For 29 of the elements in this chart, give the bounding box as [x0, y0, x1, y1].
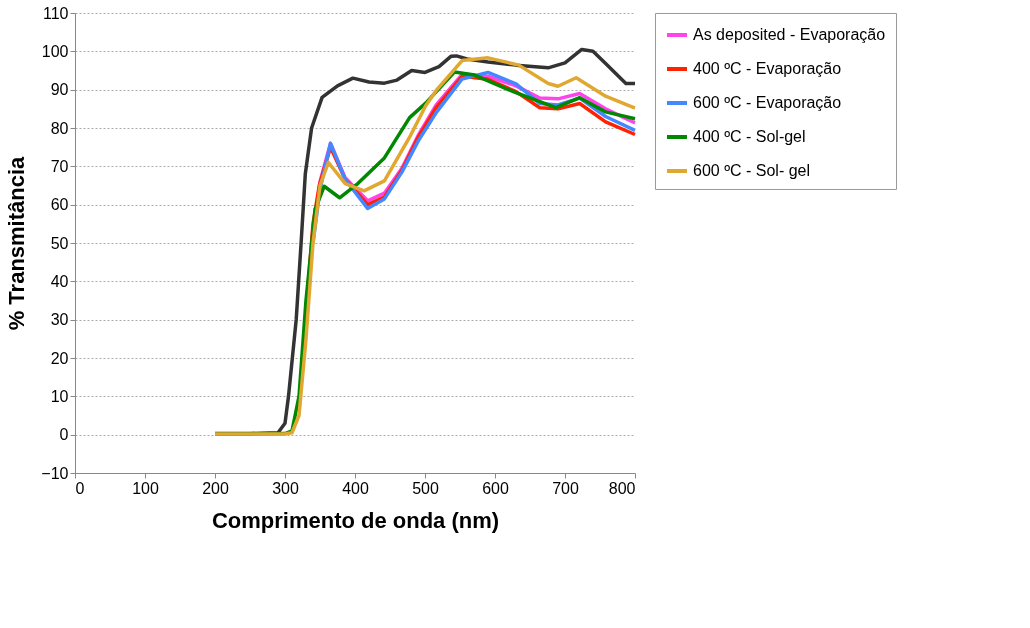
x-tick-label: 0	[75, 479, 85, 497]
y-tick-label: 60	[50, 196, 69, 214]
x-tick-label: 400	[342, 479, 369, 497]
legend-label: As deposited - Evaporação	[693, 26, 886, 43]
legend-label: 400 ºC - Sol-gel	[693, 128, 806, 145]
y-tick-label: 70	[50, 157, 69, 175]
y-tick-label: −10	[41, 464, 69, 482]
y-tick-label: 80	[50, 119, 69, 137]
y-tick-label: 30	[50, 311, 69, 329]
y-tick-label: 0	[59, 426, 69, 444]
y-tick-label: 50	[50, 234, 69, 252]
y-tick-label: 90	[50, 81, 69, 99]
y-tick-label: 40	[50, 272, 69, 290]
legend-label: 600 ºC - Sol- gel	[693, 162, 811, 179]
y-tick-label: 100	[41, 42, 69, 60]
x-tick-label: 100	[132, 479, 159, 497]
legend-label: 400 ºC - Evaporação	[693, 60, 842, 77]
x-tick-label: 300	[272, 479, 299, 497]
y-tick-label: 110	[42, 4, 69, 22]
x-tick-label: 500	[412, 479, 439, 497]
x-tick-label: 200	[202, 479, 229, 497]
y-axis-title: % Transmitância	[4, 155, 30, 331]
y-tick-label: 20	[50, 349, 69, 367]
x-axis-title: Comprimento de onda (nm)	[211, 507, 500, 533]
x-tick-label: 600	[482, 479, 509, 497]
legend-label: 600 ºC - Evaporação	[693, 94, 842, 111]
x-tick-label: 800	[608, 479, 636, 497]
y-tick-label: 10	[50, 387, 69, 405]
x-tick-label: 700	[552, 479, 579, 497]
